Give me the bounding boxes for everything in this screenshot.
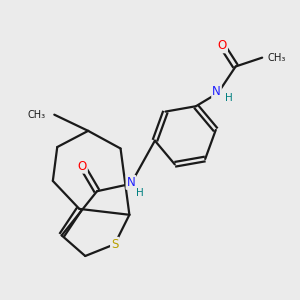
Text: CH₃: CH₃ bbox=[27, 110, 46, 120]
Text: S: S bbox=[111, 238, 118, 251]
Text: O: O bbox=[218, 39, 227, 52]
Text: N: N bbox=[127, 176, 135, 189]
Text: H: H bbox=[225, 93, 233, 103]
Text: H: H bbox=[136, 188, 144, 198]
Text: CH₃: CH₃ bbox=[268, 52, 286, 63]
Text: O: O bbox=[78, 160, 87, 173]
Text: N: N bbox=[212, 85, 221, 98]
